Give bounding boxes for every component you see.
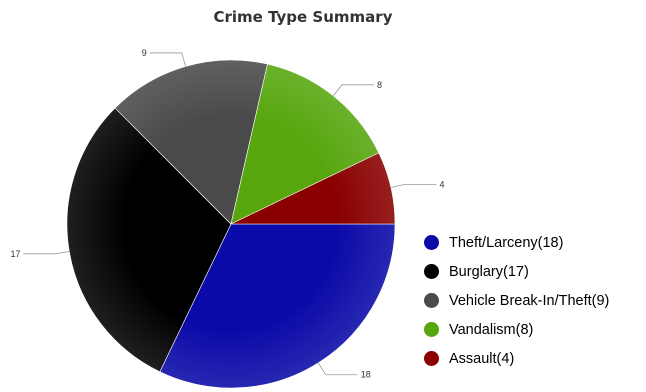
- leader-line: [23, 251, 70, 255]
- legend-item[interactable]: Burglary(17): [424, 257, 609, 286]
- legend-item[interactable]: Vehicle Break-In/Theft(9): [424, 286, 609, 315]
- legend-item[interactable]: Vandalism(8): [424, 315, 609, 344]
- legend-swatch: [424, 235, 439, 250]
- legend-swatch: [424, 264, 439, 279]
- legend-label: Burglary(17): [449, 263, 529, 280]
- slice-value-label: 8: [377, 80, 382, 90]
- pie-slice-assault[interactable]: [230, 152, 396, 225]
- leader-line: [390, 183, 437, 188]
- slice-value-label: 18: [361, 370, 371, 380]
- legend-swatch: [424, 293, 439, 308]
- legend-swatch: [424, 322, 439, 337]
- legend-swatch: [424, 351, 439, 366]
- slice-value-label: 4: [440, 179, 445, 189]
- chart-title: Crime Type Summary: [213, 8, 393, 26]
- leader-line: [332, 84, 374, 97]
- slice-value-label: 17: [10, 249, 20, 259]
- legend-label: Vehicle Break-In/Theft(9): [449, 292, 610, 309]
- slice-value-label: 9: [142, 48, 147, 58]
- leader-line: [149, 52, 186, 67]
- legend-label: Assault(4): [449, 350, 515, 367]
- chart-legend: Theft/Larceny(18) Burglary(17) Vehicle Bre…: [424, 228, 609, 373]
- legend-item[interactable]: Assault(4): [424, 344, 609, 373]
- leader-line: [317, 362, 358, 376]
- legend-label: Theft/Larceny(18): [449, 234, 564, 251]
- legend-label: Vandalism(8): [449, 321, 534, 338]
- legend-item[interactable]: Theft/Larceny(18): [424, 228, 609, 257]
